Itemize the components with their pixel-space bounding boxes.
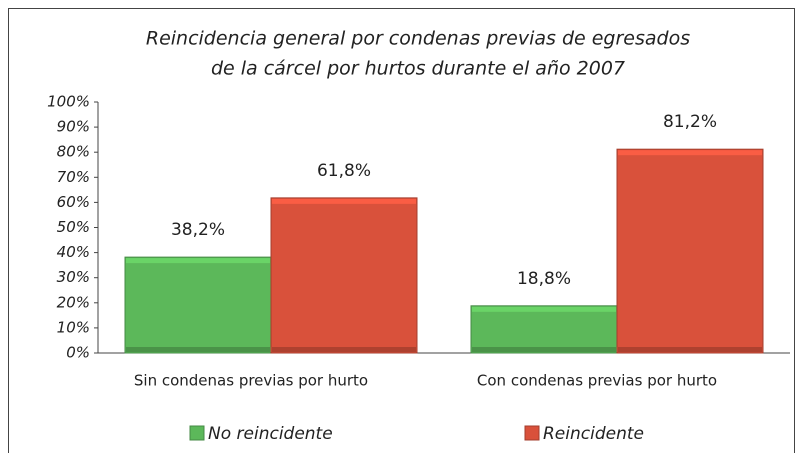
y-tick-label: 100% xyxy=(47,93,90,111)
data-label: 18,8% xyxy=(517,269,571,289)
bar-bevel xyxy=(618,347,762,352)
legend-swatch xyxy=(189,425,205,441)
bar-bevel xyxy=(472,347,616,352)
bar-bevel xyxy=(126,258,270,264)
y-tick-label: 0% xyxy=(66,344,90,362)
legend-label: Reincidente xyxy=(543,424,644,444)
y-tick-label: 80% xyxy=(57,143,90,161)
y-tick-label: 90% xyxy=(57,118,90,136)
y-tick-label: 70% xyxy=(57,168,90,186)
bar-bevel xyxy=(272,198,416,204)
x-tick-label: Sin condenas previas por hurto xyxy=(134,372,368,390)
chart-title: de la cárcel por hurtos durante el año 2… xyxy=(211,58,625,80)
bar xyxy=(124,256,272,354)
x-tick-label: Con condenas previas por hurto xyxy=(477,372,717,390)
bar-bevel xyxy=(472,306,616,312)
bar-bevel xyxy=(126,347,270,352)
bar xyxy=(470,305,618,354)
bar-bevel xyxy=(272,347,416,352)
chart-title: Reincidencia general por condenas previa… xyxy=(146,28,690,50)
y-tick-label: 30% xyxy=(57,268,90,286)
bar-bevel xyxy=(618,150,762,156)
data-label: 81,2% xyxy=(663,112,717,132)
y-tick-label: 40% xyxy=(57,243,90,261)
bar xyxy=(270,197,418,354)
y-tick-label: 10% xyxy=(57,318,90,336)
legend-swatch xyxy=(524,425,540,441)
y-tick-label: 50% xyxy=(57,218,90,236)
bar xyxy=(616,148,764,354)
data-label: 38,2% xyxy=(171,220,225,240)
legend-label: No reincidente xyxy=(208,424,333,444)
y-tick-label: 20% xyxy=(57,293,90,311)
y-tick-label: 60% xyxy=(57,193,90,211)
data-label: 61,8% xyxy=(317,161,371,181)
